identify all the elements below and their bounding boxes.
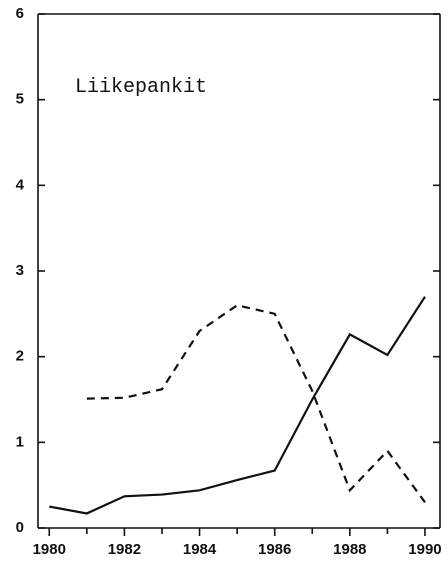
- y-tick-label: 3: [16, 262, 24, 279]
- y-tick-label: 6: [16, 5, 24, 22]
- y-tick-label: 0: [16, 519, 24, 536]
- y-tick-label: 2: [16, 348, 24, 365]
- y-tick-label: 5: [16, 91, 24, 108]
- y-tick-label: 4: [16, 176, 25, 193]
- x-tick-label: 1988: [333, 541, 366, 558]
- x-tick-label: 1982: [108, 541, 141, 558]
- x-tick-label: 1990: [408, 541, 441, 558]
- solid-line: [49, 296, 426, 515]
- dashed-line: [86, 304, 426, 503]
- y-tick-label: 1: [16, 433, 24, 450]
- x-tick-label: 1984: [183, 541, 217, 558]
- x-tick-label: 1986: [258, 541, 291, 558]
- x-tick-label: 1980: [33, 541, 66, 558]
- annotation: Liikepankit: [75, 76, 207, 99]
